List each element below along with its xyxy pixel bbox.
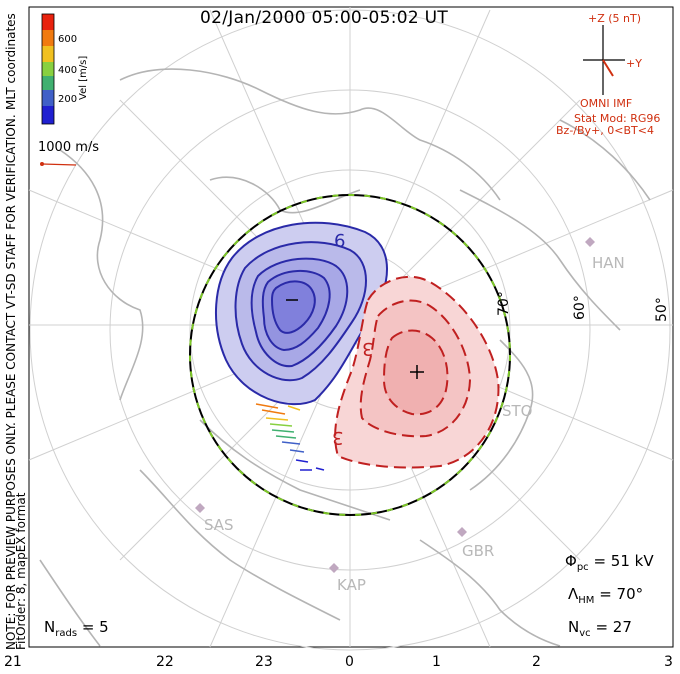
phi-pc-stat: Φpc = 51 kV (565, 552, 654, 573)
station-sas: SAS (204, 516, 234, 534)
colorbar-tick-400: 400 (58, 65, 78, 76)
mlt-label-21: 21 (4, 654, 22, 670)
map-title: 02/Jan/2000 05:00-05:02 UT (200, 8, 449, 28)
imf-z-label: +Z (5 nT) (588, 12, 642, 25)
positive-contour-label-1: 3 (362, 338, 374, 359)
velocity-vectors (255, 403, 325, 471)
n-vc-stat: Nvc = 27 (568, 618, 632, 639)
radar-station-markers (195, 237, 595, 573)
imf-condition: Bz-/By+, 0<BT<4 (556, 124, 654, 137)
lat-label-50: 50° (654, 297, 670, 322)
mlt-label-3: 3 (664, 654, 673, 670)
station-kap: KAP (337, 576, 366, 594)
mlt-label-22: 22 (156, 654, 174, 670)
fit-order-note: FitOrder: 8, mapEX format (14, 492, 28, 650)
mlt-label-23: 23 (255, 654, 273, 670)
mlt-label-1: 1 (432, 654, 441, 670)
colorbar-tick-600: 600 (58, 34, 78, 45)
coastlines (39, 68, 651, 647)
phi-pc-value: = 51 kV (593, 552, 654, 570)
positive-potential-cell (334, 275, 500, 469)
station-sto: STO (502, 402, 533, 420)
mlt-label-0: 0 (345, 654, 354, 670)
positive-contour-label-2: 3 (332, 427, 344, 448)
station-gbr: GBR (462, 542, 495, 560)
n-vc-value: = 27 (595, 618, 632, 636)
map-frame (28, 6, 674, 648)
station-han: HAN (592, 254, 625, 272)
negative-potential-cell (215, 221, 388, 406)
imf-clock-dial (583, 25, 625, 95)
velocity-colorbar (41, 13, 55, 125)
hmb-dash (189, 194, 511, 516)
negative-contour-label: 9 (334, 229, 346, 250)
imf-stat-model: Stat Mod: RG96 (574, 112, 661, 125)
colorbar-title: Vel [m/s] (78, 55, 89, 100)
imf-y-label: +Y (626, 57, 642, 70)
imf-source: OMNI IMF (580, 97, 633, 110)
lat-label-60: 60° (572, 295, 588, 320)
vector-scale-label: 1000 m/s (38, 140, 100, 155)
lat-label-70: 70° (496, 291, 512, 316)
n-rads-stat: Nrads = 5 (44, 618, 109, 639)
colorbar-tick-200: 200 (58, 94, 78, 105)
lambda-hm-stat: ΛHM = 70° (568, 585, 644, 606)
lambda-hm-value: = 70° (599, 585, 644, 603)
mlt-label-2: 2 (532, 654, 541, 670)
vector-scale-arrow (40, 162, 77, 166)
coordinate-system-label: MLT coordinates (4, 13, 18, 110)
n-rads-value: = 5 (81, 618, 109, 636)
